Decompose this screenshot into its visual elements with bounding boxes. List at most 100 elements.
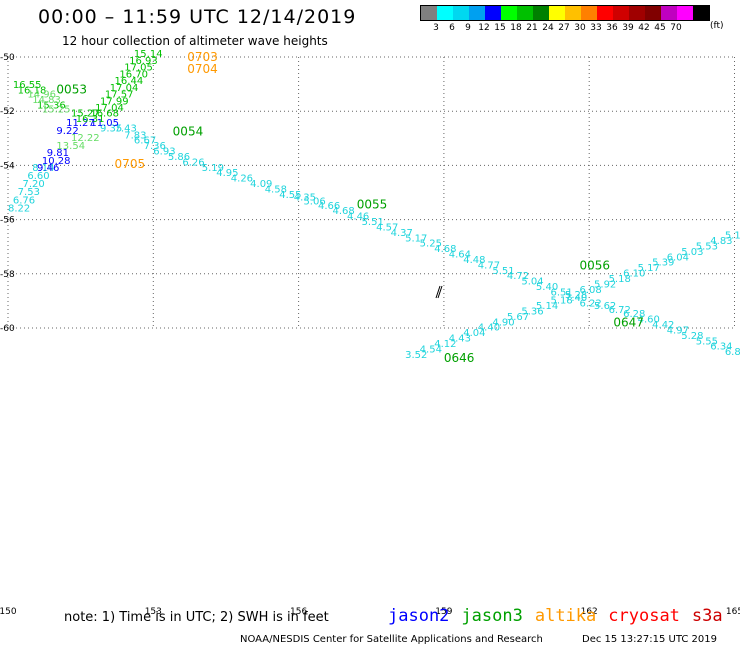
footer-timestamp: Dec 15 13:27:15 UTC 2019 [582,634,717,645]
wave-height-value: 5.25 [420,239,442,250]
pass-time-label: 0055 [357,198,388,212]
wave-height-value: 4.26 [231,174,253,185]
legend-label: 3 [433,23,439,33]
wave-height-value: 6.67 [134,136,156,147]
wave-height-value: 9.46 [37,163,59,174]
lat-axis-label: -60 [0,324,15,334]
wave-height-value: 17.05 [124,63,153,74]
legend-swatch [661,6,677,20]
lon-axis-label: 153 [145,607,162,617]
legend-label: 6 [449,23,455,33]
wave-height-value: 4.46 [347,212,369,223]
wave-height-value: 11.27 [66,118,95,129]
wave-height-value: 5.17 [638,263,660,274]
wave-height-value: 7.53 [18,187,40,198]
wave-height-value: 15.36 [37,100,66,111]
wave-height-value: 4.48 [463,255,485,266]
legend-label: 21 [526,23,538,33]
wave-height-value: 4.66 [318,201,340,212]
wave-height-value: 4.55 [279,190,301,201]
legend-unit: (ft) [710,21,724,31]
wave-height-value: 4.58 [265,185,287,196]
wave-height-value: 15.25 [42,105,71,116]
wave-height-value: 5.67 [507,312,529,323]
wave-height-value: 16.44 [115,76,144,87]
pass-time-label: 0056 [580,259,611,273]
wave-height-value: 6.72 [609,305,631,316]
wave-height-value: 16.70 [119,69,148,80]
satellite-s3a: s3a [691,606,723,626]
wave-height-value: 5.39 [652,258,674,269]
wave-height-value: 16.68 [90,109,119,120]
legend-swatch [597,6,613,20]
legend-label: 39 [622,23,634,33]
wave-height-value: 4.43 [449,334,471,345]
wave-height-value: 4.64 [449,250,471,261]
wave-height-value: 11.05 [90,118,119,129]
wave-height-value: 4.35 [294,193,316,204]
legend-label: 24 [542,23,554,33]
legend-swatch [549,6,565,20]
wave-height-value: 4.42 [652,320,674,331]
legend-swatch [485,6,501,20]
satellite-cryosat: cryosat [608,606,680,626]
wave-height-value: 7.40 [565,293,587,304]
pass-time-label: 0705 [115,157,146,171]
color-legend: 3 6 9 12 15 18 21 24 27 30 33 36 39 42 45 70 (ft) [420,5,724,35]
lat-axis-label: -58 [0,270,15,280]
wave-height-value: 7.20 [23,179,45,190]
wave-height-value: 4.40 [478,323,500,334]
wave-height-value: 5.18 [550,296,572,307]
wave-height-value: 8.14 [32,163,54,174]
wave-height-value: 4.97 [667,325,689,336]
satellite-legend: jason2 jason3 altika cryosat s3a [388,606,735,626]
wave-height-value: 12.22 [71,133,100,144]
wave-height-value: 4.68 [434,244,456,255]
wave-height-value: 6.34 [710,342,732,353]
legend-label: 27 [558,23,570,33]
legend-label: 30 [574,23,586,33]
wave-height-value: 5.12 [725,231,740,242]
legend-swatch [421,6,437,20]
lat-axis-label: -56 [0,216,15,226]
wave-height-value: 7.36 [144,141,166,152]
legend-swatch [533,6,549,20]
legend-swatch [453,6,469,20]
wave-height-value: 13.54 [56,141,85,152]
wave-height-value: 6.22 [580,298,602,309]
wave-height-value: 5.28 [565,290,587,301]
wave-height-value: 4.83 [710,236,732,247]
wave-height-value: 6.60 [27,171,49,182]
lon-axis-label: 156 [290,607,307,617]
legend-swatch [645,6,661,20]
wave-height-value: 17.99 [100,96,129,107]
wave-height-value: 4.60 [638,315,660,326]
wave-height-value: 6.04 [667,252,689,263]
lon-axis-label: 162 [581,607,598,617]
wave-height-value: 5.03 [681,247,703,258]
pass-time-label: 0054 [173,125,204,139]
legend-label: 9 [465,23,471,33]
wave-height-value: 16.55 [13,80,42,91]
pass-time-label: 0053 [56,83,87,97]
wave-height-value: 6.76 [13,195,35,206]
wave-height-value: 4.57 [376,222,398,233]
wave-height-value: 4.90 [492,317,514,328]
wave-height-value: 6.51 [550,287,572,298]
legend-swatch [613,6,629,20]
wave-height-value: 14.96 [27,90,56,101]
wave-height-value: 4.09 [250,179,272,190]
pass-time-label: 0647 [613,316,644,330]
wave-height-value: 5.19 [202,163,224,174]
wave-height-value: 6.26 [182,157,204,168]
legend-swatch [517,6,533,20]
legend-label: 45 [654,23,666,33]
legend-labels: 3 6 9 12 15 18 21 24 27 30 33 36 39 42 45 70 [420,23,710,35]
wave-height-value: 7.43 [115,124,137,135]
wave-height-value: 16.18 [18,86,47,97]
legend-swatch [677,6,693,20]
wave-height-value: 16.93 [129,56,158,67]
lon-axis-label: 165 [726,607,740,617]
wave-height-value: 3.52 [405,350,427,361]
wave-height-value: 9.22 [56,126,78,137]
